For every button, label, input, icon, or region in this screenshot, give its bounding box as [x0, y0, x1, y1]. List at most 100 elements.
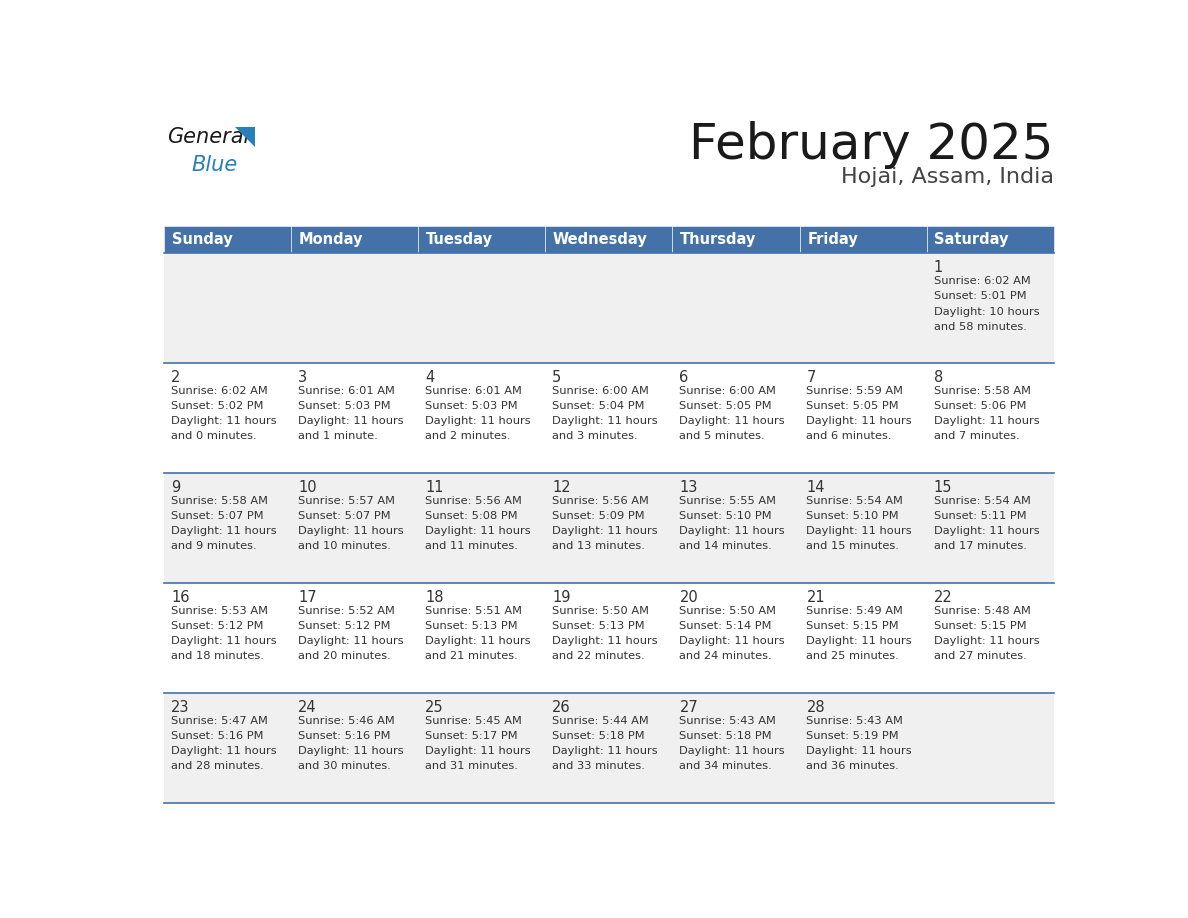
Bar	[291, 693, 418, 803]
Text: 25: 25	[425, 700, 444, 715]
Text: Blue: Blue	[192, 155, 238, 174]
Text: Daylight: 10 hours: Daylight: 10 hours	[934, 307, 1040, 317]
Bar	[418, 364, 545, 474]
Text: Tuesday: Tuesday	[426, 232, 493, 247]
Text: Daylight: 11 hours: Daylight: 11 hours	[680, 417, 785, 427]
Text: Daylight: 11 hours: Daylight: 11 hours	[680, 636, 785, 646]
Bar	[164, 253, 291, 364]
Text: Sunrise: 5:57 AM: Sunrise: 5:57 AM	[298, 497, 396, 507]
Text: Daylight: 11 hours: Daylight: 11 hours	[552, 746, 658, 756]
Bar	[672, 693, 800, 803]
Text: 15: 15	[934, 480, 952, 495]
Text: and 36 minutes.: and 36 minutes.	[807, 761, 899, 771]
Bar	[672, 583, 800, 693]
Text: 14: 14	[807, 480, 824, 495]
Text: Sunset: 5:05 PM: Sunset: 5:05 PM	[680, 401, 772, 411]
Text: Sunrise: 5:45 AM: Sunrise: 5:45 AM	[425, 716, 522, 726]
Text: Daylight: 11 hours: Daylight: 11 hours	[171, 746, 277, 756]
Bar	[927, 693, 1054, 803]
Bar	[291, 253, 418, 364]
Text: 8: 8	[934, 370, 943, 386]
Text: Sunrise: 5:48 AM: Sunrise: 5:48 AM	[934, 607, 1030, 616]
Bar	[291, 364, 418, 474]
Text: and 58 minutes.: and 58 minutes.	[934, 321, 1026, 331]
Text: Sunset: 5:16 PM: Sunset: 5:16 PM	[298, 732, 391, 742]
Bar	[927, 474, 1054, 583]
Bar	[418, 253, 545, 364]
Bar	[291, 226, 418, 253]
Text: and 7 minutes.: and 7 minutes.	[934, 431, 1019, 442]
Text: Sunset: 5:13 PM: Sunset: 5:13 PM	[425, 621, 518, 632]
Text: 13: 13	[680, 480, 697, 495]
Text: Wednesday: Wednesday	[554, 232, 647, 247]
Bar	[164, 583, 291, 693]
Text: Daylight: 11 hours: Daylight: 11 hours	[680, 746, 785, 756]
Text: Sunset: 5:16 PM: Sunset: 5:16 PM	[171, 732, 264, 742]
Text: Thursday: Thursday	[681, 232, 757, 247]
Bar	[800, 253, 927, 364]
Text: Sunset: 5:10 PM: Sunset: 5:10 PM	[680, 511, 772, 521]
Text: Sunset: 5:04 PM: Sunset: 5:04 PM	[552, 401, 645, 411]
Text: and 3 minutes.: and 3 minutes.	[552, 431, 638, 442]
Text: Sunset: 5:14 PM: Sunset: 5:14 PM	[680, 621, 772, 632]
Text: 7: 7	[807, 370, 816, 386]
Text: and 9 minutes.: and 9 minutes.	[171, 542, 257, 552]
Text: Sunset: 5:05 PM: Sunset: 5:05 PM	[807, 401, 899, 411]
Text: Daylight: 11 hours: Daylight: 11 hours	[171, 417, 277, 427]
Text: Sunset: 5:15 PM: Sunset: 5:15 PM	[934, 621, 1026, 632]
Text: 24: 24	[298, 700, 317, 715]
Bar	[291, 474, 418, 583]
Bar	[545, 253, 672, 364]
Text: and 15 minutes.: and 15 minutes.	[807, 542, 899, 552]
Text: and 11 minutes.: and 11 minutes.	[425, 542, 518, 552]
Text: Sunrise: 6:01 AM: Sunrise: 6:01 AM	[425, 386, 522, 397]
Text: Sunset: 5:07 PM: Sunset: 5:07 PM	[298, 511, 391, 521]
Bar	[164, 364, 291, 474]
Text: 20: 20	[680, 590, 699, 605]
Text: 27: 27	[680, 700, 699, 715]
Text: Sunset: 5:17 PM: Sunset: 5:17 PM	[425, 732, 518, 742]
Bar	[927, 583, 1054, 693]
Text: Sunrise: 6:02 AM: Sunrise: 6:02 AM	[171, 386, 267, 397]
Text: Sunrise: 6:00 AM: Sunrise: 6:00 AM	[552, 386, 649, 397]
Text: Sunrise: 6:02 AM: Sunrise: 6:02 AM	[934, 276, 1030, 286]
Bar	[800, 583, 927, 693]
Bar	[927, 253, 1054, 364]
Bar	[545, 583, 672, 693]
Text: 5: 5	[552, 370, 562, 386]
Text: Sunrise: 5:58 AM: Sunrise: 5:58 AM	[171, 497, 268, 507]
Text: Sunrise: 5:50 AM: Sunrise: 5:50 AM	[680, 607, 777, 616]
Text: Friday: Friday	[808, 232, 858, 247]
Bar	[800, 226, 927, 253]
Text: 3: 3	[298, 370, 308, 386]
Text: Sunset: 5:03 PM: Sunset: 5:03 PM	[298, 401, 391, 411]
Text: and 0 minutes.: and 0 minutes.	[171, 431, 257, 442]
Text: Sunset: 5:09 PM: Sunset: 5:09 PM	[552, 511, 645, 521]
Text: Sunday: Sunday	[172, 232, 233, 247]
Text: Daylight: 11 hours: Daylight: 11 hours	[425, 746, 531, 756]
Bar	[927, 364, 1054, 474]
Text: and 25 minutes.: and 25 minutes.	[807, 652, 899, 661]
Text: 10: 10	[298, 480, 317, 495]
Text: Sunrise: 5:54 AM: Sunrise: 5:54 AM	[934, 497, 1030, 507]
Text: Daylight: 11 hours: Daylight: 11 hours	[934, 526, 1040, 536]
Text: and 20 minutes.: and 20 minutes.	[298, 652, 391, 661]
Text: and 13 minutes.: and 13 minutes.	[552, 542, 645, 552]
Text: Daylight: 11 hours: Daylight: 11 hours	[934, 636, 1040, 646]
Text: Sunset: 5:15 PM: Sunset: 5:15 PM	[807, 621, 899, 632]
Text: 9: 9	[171, 480, 181, 495]
Text: Sunset: 5:12 PM: Sunset: 5:12 PM	[171, 621, 264, 632]
Text: and 17 minutes.: and 17 minutes.	[934, 542, 1026, 552]
Bar	[545, 693, 672, 803]
Text: Sunrise: 5:59 AM: Sunrise: 5:59 AM	[807, 386, 904, 397]
Text: Sunrise: 5:56 AM: Sunrise: 5:56 AM	[425, 497, 522, 507]
Text: Sunrise: 5:43 AM: Sunrise: 5:43 AM	[807, 716, 903, 726]
Text: Sunrise: 5:55 AM: Sunrise: 5:55 AM	[680, 497, 777, 507]
Text: and 14 minutes.: and 14 minutes.	[680, 542, 772, 552]
Text: Saturday: Saturday	[934, 232, 1009, 247]
Bar	[164, 226, 291, 253]
Text: and 31 minutes.: and 31 minutes.	[425, 761, 518, 771]
Text: and 24 minutes.: and 24 minutes.	[680, 652, 772, 661]
Text: Sunrise: 5:56 AM: Sunrise: 5:56 AM	[552, 497, 649, 507]
Text: Sunset: 5:07 PM: Sunset: 5:07 PM	[171, 511, 264, 521]
